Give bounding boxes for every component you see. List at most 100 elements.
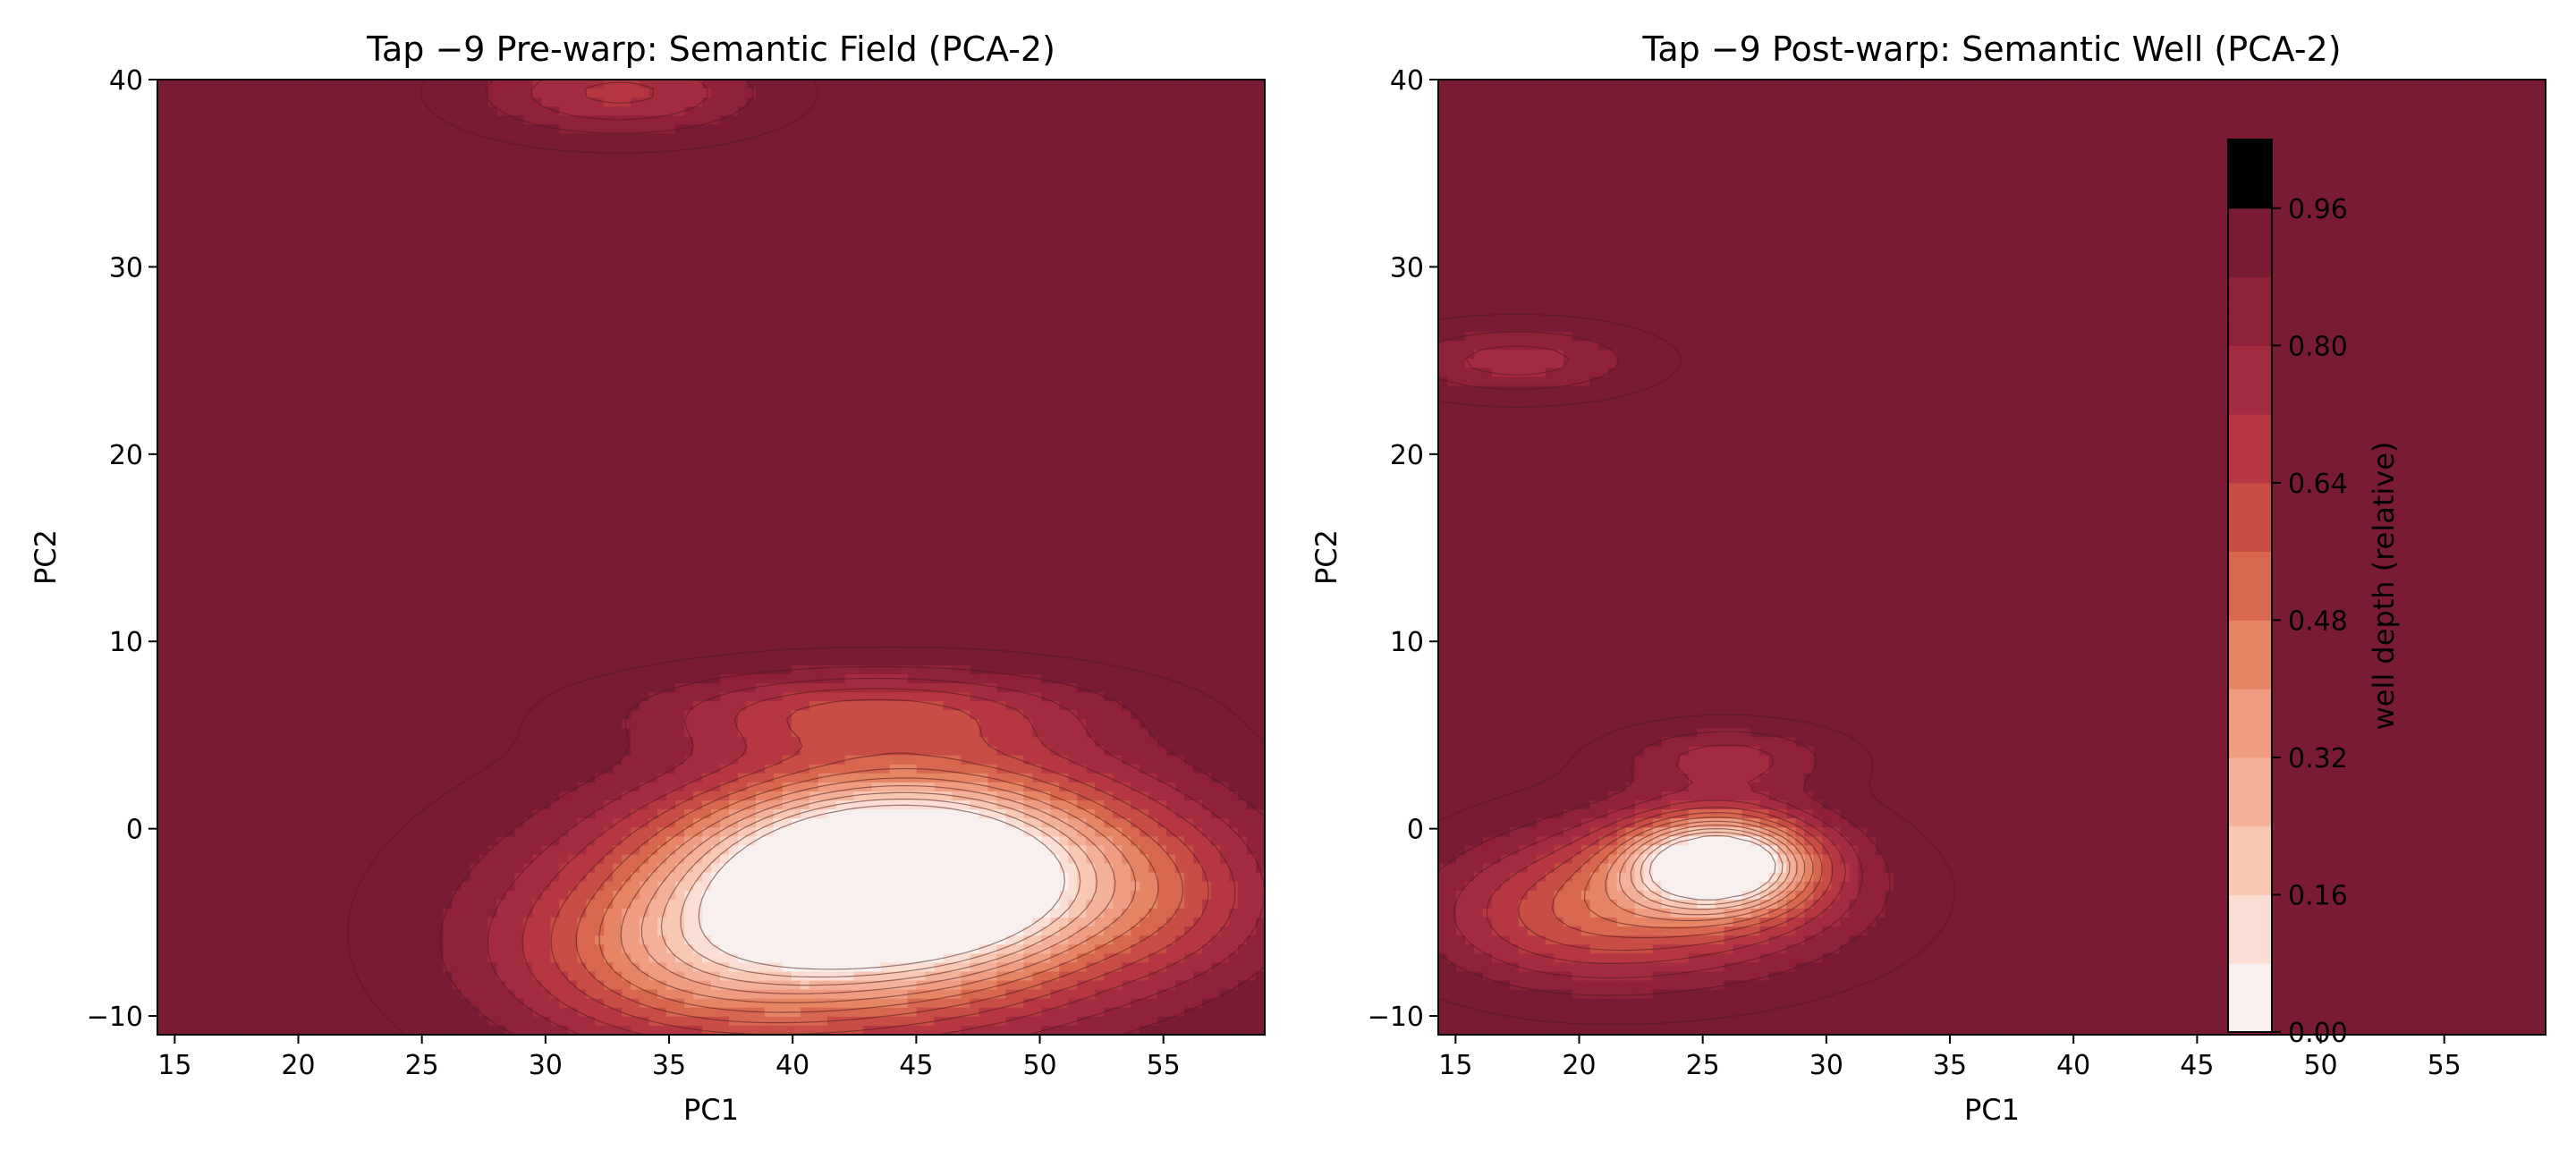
heatmap-cell [326, 412, 337, 423]
heatmap-cell [335, 124, 346, 135]
heatmap-cell [1184, 169, 1194, 180]
heatmap-cell [362, 403, 373, 414]
heatmap-cell [1023, 376, 1034, 387]
heatmap-cell [577, 97, 587, 107]
heatmap-cell [595, 106, 605, 116]
heatmap-cell [782, 412, 792, 423]
heatmap-cell [371, 286, 382, 297]
heatmap-cell [818, 341, 828, 351]
heatmap-cell [1220, 295, 1230, 306]
heatmap-cell [452, 412, 462, 423]
heatmap-cell [916, 295, 927, 306]
heatmap-cell [326, 430, 337, 441]
heatmap-cell [201, 124, 212, 135]
heatmap-cell [541, 403, 551, 414]
heatmap-cell [1032, 142, 1042, 153]
heatmap-cell [523, 187, 533, 198]
heatmap-cell [693, 169, 703, 180]
heatmap-cell [800, 89, 810, 98]
heatmap-cell [702, 430, 712, 441]
heatmap-cell [219, 124, 230, 135]
heatmap-cell [1148, 215, 1158, 224]
heatmap-cell [174, 250, 185, 261]
heatmap-cell [1211, 196, 1221, 207]
heatmap-cell [443, 224, 453, 233]
heatmap-cell [934, 215, 945, 224]
heatmap-cell [613, 215, 623, 224]
heatmap-cell [880, 430, 891, 441]
heatmap-cell [1157, 115, 1167, 125]
heatmap-cell [1238, 89, 1248, 98]
heatmap-cell [702, 313, 712, 324]
heatmap-cell [1050, 250, 1060, 261]
heatmap-cell [1229, 304, 1239, 315]
heatmap-cell [425, 178, 436, 189]
heatmap-cell [586, 359, 596, 369]
heatmap-cell [192, 368, 203, 378]
heatmap-cell [925, 332, 936, 342]
heatmap-cell [675, 241, 685, 252]
heatmap-cell [907, 376, 918, 387]
heatmap-cell [970, 241, 980, 252]
heatmap-cell [1193, 133, 1203, 144]
heatmap-cell [1256, 250, 1265, 261]
heatmap-cell [728, 142, 739, 153]
heatmap-cell [1238, 394, 1248, 405]
heatmap-cell [1193, 286, 1203, 297]
heatmap-cell [943, 286, 953, 297]
heatmap-cell [586, 259, 596, 270]
heatmap-cell [791, 97, 801, 107]
heatmap-cell [1068, 368, 1078, 378]
heatmap-cell [1005, 368, 1016, 378]
heatmap-cell [1256, 160, 1265, 171]
heatmap-cell [773, 80, 784, 89]
heatmap-cell [586, 385, 596, 396]
heatmap-cell [586, 295, 596, 306]
heatmap-cell [622, 178, 631, 189]
heatmap-cell [1122, 341, 1131, 351]
heatmap-cell [523, 250, 533, 261]
heatmap-cell [604, 196, 614, 207]
heatmap-cell [889, 286, 900, 297]
heatmap-cell [398, 403, 409, 414]
heatmap-cell [1005, 124, 1016, 135]
heatmap-cell [1220, 241, 1230, 252]
heatmap-cell [907, 332, 918, 342]
heatmap-cell [1184, 97, 1194, 107]
heatmap-cell [675, 412, 685, 423]
heatmap-cell [1256, 97, 1265, 107]
heatmap-cell [648, 430, 658, 441]
heatmap-cell [1059, 206, 1069, 216]
heatmap-cell [1032, 350, 1042, 360]
heatmap-cell [192, 359, 203, 369]
heatmap-cell [470, 178, 480, 189]
heatmap-cell [1068, 97, 1078, 107]
heatmap-cell [326, 421, 337, 432]
heatmap-cell [479, 341, 488, 351]
heatmap-cell [952, 106, 962, 116]
heatmap-cell [165, 142, 176, 153]
heatmap-cell [684, 359, 694, 369]
heatmap-cell [853, 259, 864, 270]
heatmap-cell [657, 187, 667, 198]
heatmap-cell [1050, 403, 1060, 414]
heatmap-cell [1256, 359, 1265, 369]
heatmap-cell [282, 430, 292, 441]
heatmap-cell [1148, 151, 1158, 162]
heatmap-cell [604, 115, 614, 125]
heatmap-cell [407, 268, 418, 279]
heatmap-cell [862, 368, 873, 378]
heatmap-cell [255, 133, 266, 144]
heatmap-cell [300, 233, 310, 242]
heatmap-cell [970, 196, 980, 207]
heatmap-cell [157, 250, 167, 261]
heatmap-cell [273, 403, 284, 414]
heatmap-cell [693, 80, 703, 89]
heatmap-cell [728, 178, 739, 189]
heatmap-cell [684, 341, 694, 351]
heatmap-cell [523, 106, 533, 116]
heatmap-cell [755, 133, 766, 144]
heatmap-cell [666, 376, 676, 387]
heatmap-cell [505, 250, 515, 261]
heatmap-cell [737, 151, 748, 162]
